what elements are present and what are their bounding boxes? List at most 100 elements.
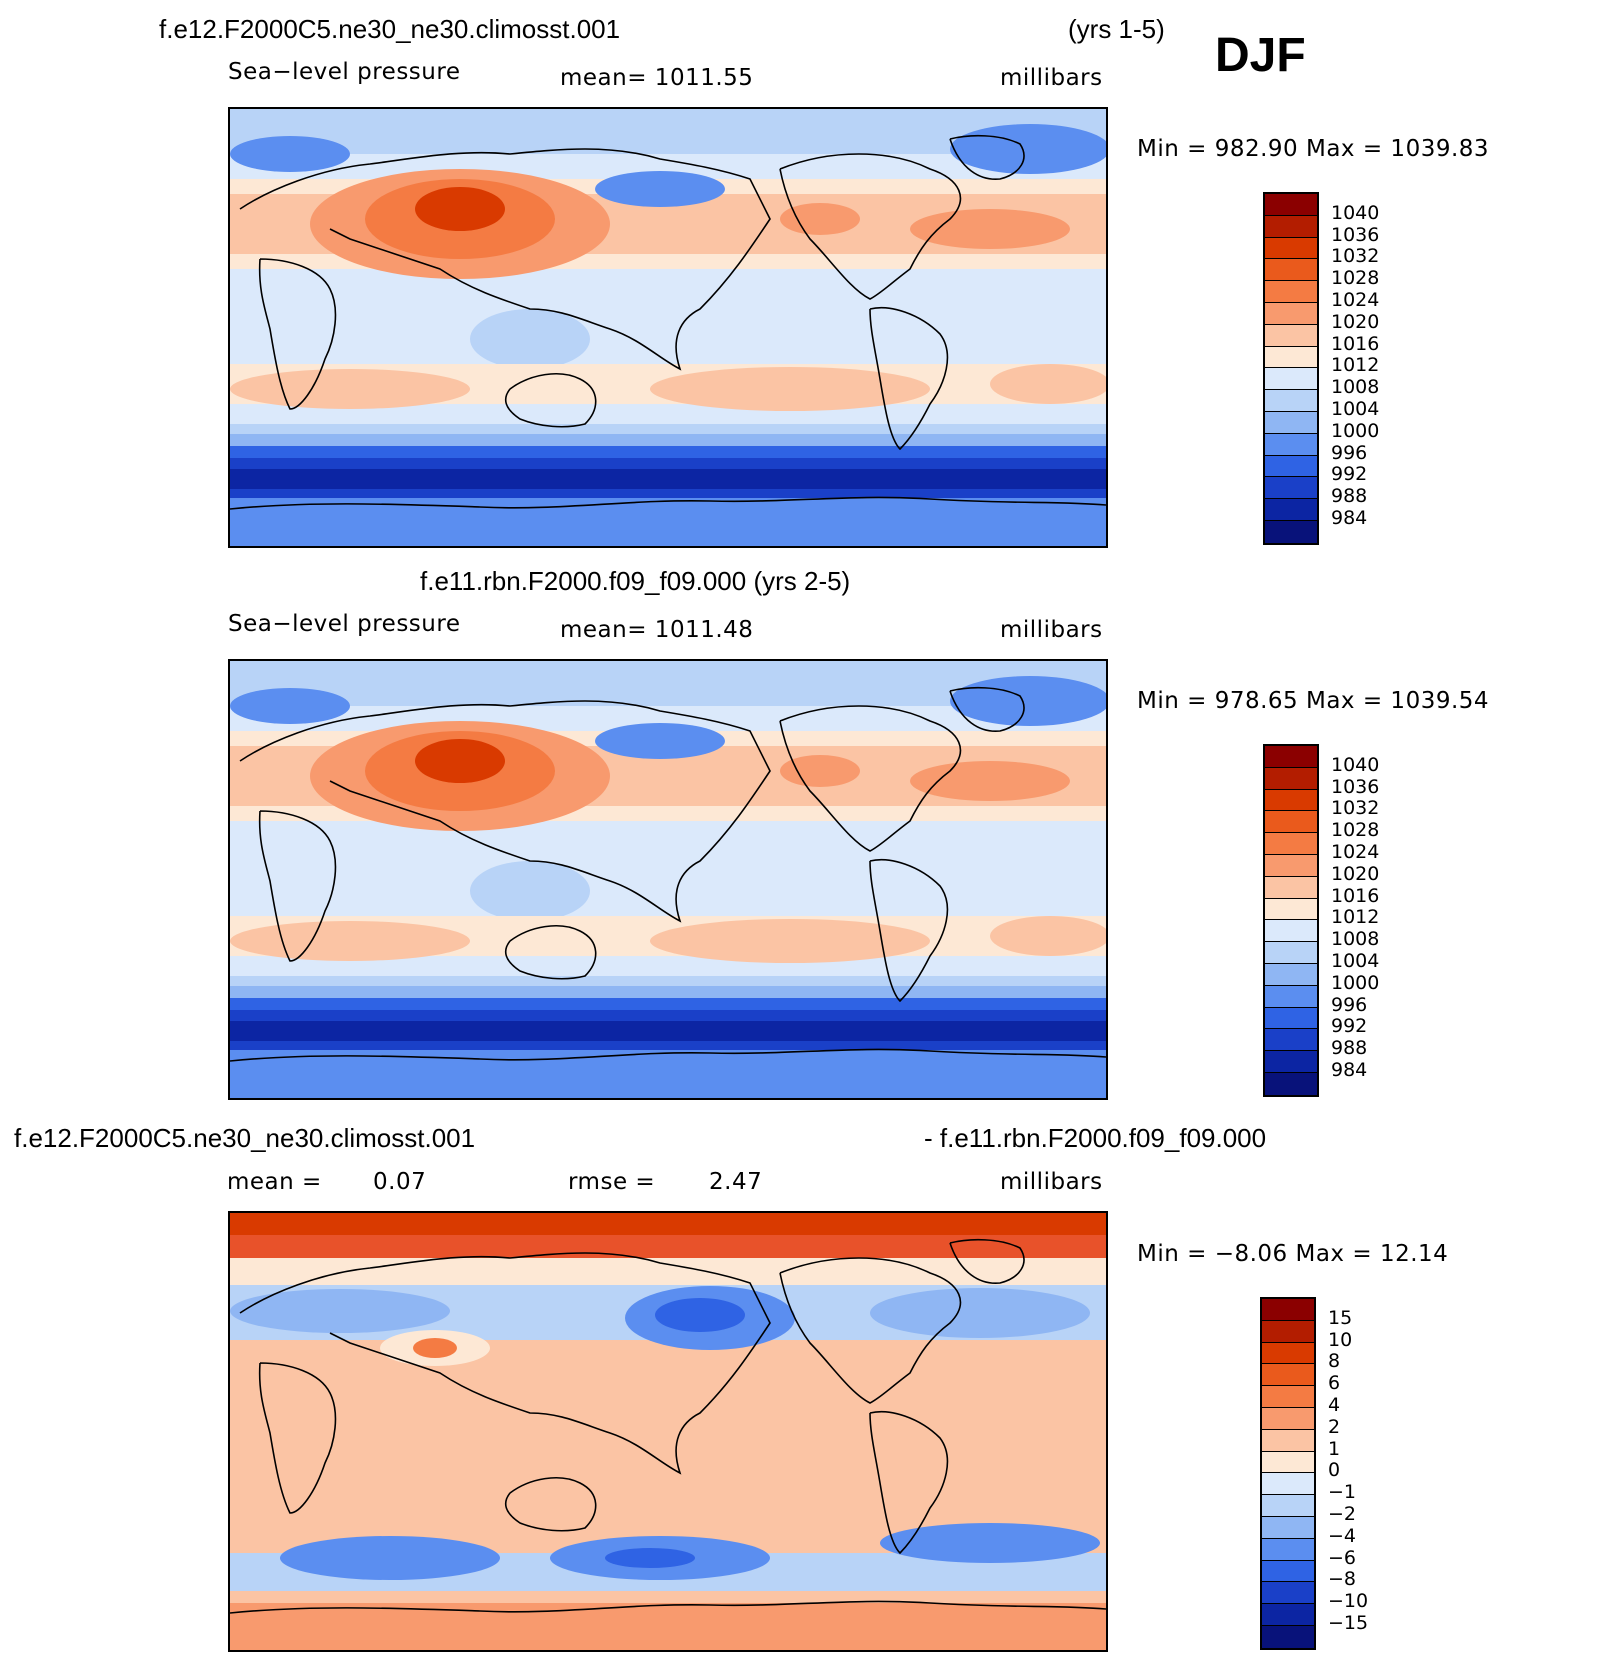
panel2-minmax: Min = 978.65 Max = 1039.54 [1137, 688, 1490, 714]
colorbar-label: 1020 [1331, 310, 1380, 333]
aleutian-low [595, 723, 725, 759]
colorbar-swatch [1262, 1604, 1314, 1626]
colorbar-swatch [1262, 1560, 1314, 1583]
colorbar-label: 1024 [1331, 289, 1380, 311]
colorbar-label: 1036 [1331, 223, 1380, 246]
colorbar-swatch [1262, 1495, 1314, 1517]
panel1-colorbar [1263, 192, 1319, 545]
colorbar-label: 4 [1328, 1394, 1341, 1416]
antarctic-band [230, 1598, 1106, 1650]
colorbar-label: 1032 [1331, 797, 1380, 820]
colorbar-swatch [1265, 985, 1317, 1008]
pressure-cell [230, 921, 470, 961]
colorbar-swatch [1265, 1007, 1317, 1030]
pacific-low-core [655, 1298, 745, 1332]
colorbar-label: 1 [1328, 1437, 1341, 1460]
colorbar-label: 2 [1328, 1415, 1341, 1438]
maritime-low [470, 861, 590, 921]
colorbar-swatch [1262, 1451, 1314, 1474]
colorbar-swatch [1265, 455, 1317, 478]
panel2-units: millibars [1000, 617, 1103, 643]
colorbar-swatch [1265, 477, 1317, 500]
coastline [949, 686, 1025, 732]
colorbar-swatch [1265, 346, 1317, 369]
southern-low-1 [280, 1536, 500, 1580]
colorbar-label: 10 [1328, 1328, 1353, 1351]
colorbar-swatch [1265, 281, 1317, 303]
coastline [239, 148, 771, 371]
colorbar-label: −15 [1328, 1612, 1369, 1634]
colorbar-label: 1004 [1331, 398, 1380, 420]
circumpolar-core [230, 1021, 1106, 1041]
colorbar-swatch [1265, 237, 1317, 260]
southern-low-3 [880, 1523, 1100, 1563]
panel3-units: millibars [1000, 1169, 1103, 1195]
siberian-high-core [415, 187, 505, 231]
circumpolar-core [230, 469, 1106, 489]
colorbar-swatch [1265, 368, 1317, 391]
colorbar-swatch [1262, 1625, 1314, 1648]
colorbar-swatch [1265, 411, 1317, 434]
colorbar-label: 992 [1331, 463, 1368, 486]
colorbar-swatch [1265, 746, 1317, 768]
colorbar-swatch [1265, 302, 1317, 325]
colorbar-label: 1028 [1331, 267, 1380, 290]
colorbar-label: 0 [1328, 1459, 1341, 1482]
coastline [230, 1600, 1106, 1614]
colorbar-label: 1008 [1331, 928, 1380, 951]
coastline [504, 1477, 597, 1532]
colorbar-label: 996 [1331, 993, 1368, 1016]
colorbar-label: 1040 [1331, 201, 1380, 224]
panel1-title-right: (yrs 1-5) [1068, 14, 1165, 44]
panel1-title-left: f.e12.F2000C5.ne30_ne30.climosst.001 [159, 14, 621, 44]
colorbar-swatch [1265, 499, 1317, 521]
siberian-high-core [415, 739, 505, 783]
colorbar-swatch [1262, 1429, 1314, 1452]
pressure-cell [650, 919, 930, 963]
coastline [230, 496, 1106, 510]
antarctic-band [230, 1050, 1106, 1098]
panel3-title-right: - f.e11.rbn.F2000.f09_f09.000 [924, 1123, 1267, 1153]
colorbar-label: 1016 [1331, 332, 1380, 355]
pressure-cell [650, 367, 930, 411]
panel3-title-left: f.e12.F2000C5.ne30_ne30.climosst.001 [14, 1123, 476, 1153]
colorbar-label: 996 [1331, 441, 1368, 464]
colorbar-label: 1028 [1331, 819, 1380, 842]
coastline [779, 153, 962, 300]
panel3-rmse-value: 2.47 [709, 1169, 763, 1195]
colorbar-label: −2 [1328, 1503, 1357, 1525]
panel1-variable-label: Sea−level pressure [228, 59, 461, 85]
panel3-map [228, 1211, 1108, 1652]
colorbar-swatch [1262, 1320, 1314, 1343]
colorbar-label: 1000 [1331, 971, 1380, 994]
colorbar-label: 984 [1331, 1059, 1368, 1081]
panel3-colorbar [1260, 1297, 1316, 1650]
southern-gradient-2 [230, 986, 1106, 998]
colorbar-label: 988 [1331, 1037, 1368, 1060]
colorbar-swatch [1265, 898, 1317, 921]
colorbar-swatch [1262, 1473, 1314, 1496]
atlantic-low [870, 1288, 1090, 1338]
coastline [779, 1257, 962, 1404]
southern-gradient-3 [230, 446, 1106, 458]
coastline [230, 1048, 1106, 1062]
colorbar-swatch [1262, 1516, 1314, 1539]
colorbar-label: 1012 [1331, 906, 1380, 929]
colorbar-label: −8 [1328, 1568, 1357, 1591]
colorbar-label: 1020 [1331, 862, 1380, 885]
season-label: DJF [1215, 29, 1306, 82]
pressure-cell [990, 916, 1106, 956]
coastline [258, 810, 337, 962]
coastline [779, 705, 962, 852]
colorbar-label: −10 [1328, 1590, 1369, 1613]
colorbar-swatch [1265, 789, 1317, 812]
colorbar-label: 1008 [1331, 376, 1380, 399]
panel1-mean: mean= 1011.55 [560, 65, 754, 91]
colorbar-swatch [1262, 1582, 1314, 1605]
colorbar-label: 1000 [1331, 419, 1380, 442]
coastline [949, 1238, 1025, 1284]
colorbar-label: −6 [1328, 1546, 1357, 1569]
colorbar-swatch [1265, 259, 1317, 282]
panel3-minmax: Min = −8.06 Max = 12.14 [1137, 1241, 1449, 1267]
panel1-map [228, 107, 1108, 548]
